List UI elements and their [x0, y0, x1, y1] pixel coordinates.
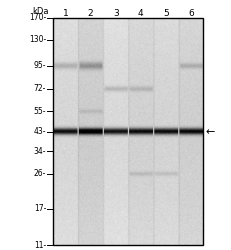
Text: 55-: 55-	[34, 107, 46, 116]
Text: 170-: 170-	[29, 13, 46, 22]
Text: 95-: 95-	[34, 61, 46, 70]
Text: 3: 3	[113, 8, 119, 18]
Text: 4: 4	[138, 8, 143, 18]
Text: 26-: 26-	[34, 169, 46, 178]
Text: 11-: 11-	[34, 240, 46, 250]
Text: 2: 2	[88, 8, 94, 18]
Text: 5: 5	[163, 8, 169, 18]
Text: 43-: 43-	[34, 127, 46, 136]
Text: kDa: kDa	[32, 6, 49, 16]
Text: 17-: 17-	[34, 204, 46, 213]
Text: 6: 6	[188, 8, 194, 18]
Text: 34-: 34-	[34, 147, 46, 156]
Text: 72-: 72-	[34, 84, 46, 94]
Text: 1: 1	[63, 8, 69, 18]
Text: ←: ←	[206, 127, 215, 137]
Text: 130-: 130-	[29, 35, 46, 44]
